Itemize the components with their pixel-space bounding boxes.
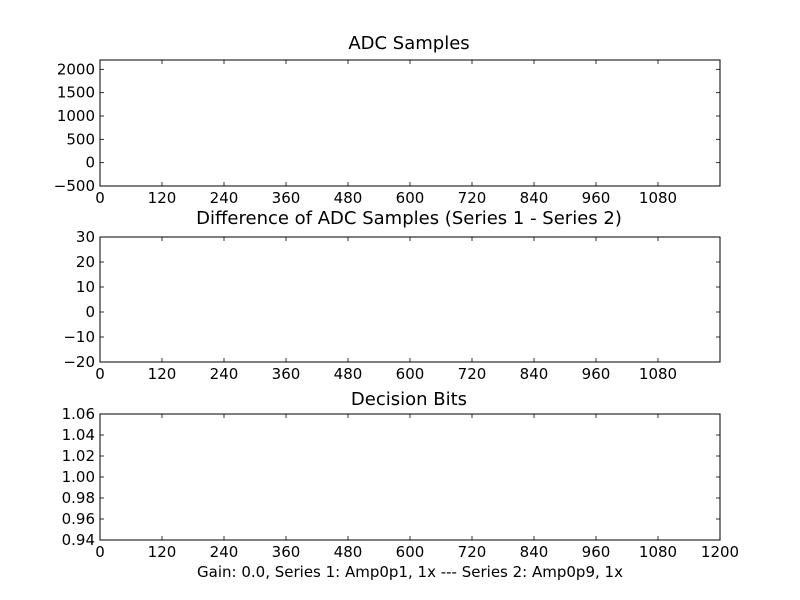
diff-y-tick-label: 10 [76, 278, 95, 296]
adc-samples-title: ADC Samples [348, 33, 469, 54]
adc-x-tick-label: 360 [272, 189, 301, 207]
adc-x-tick-label: 840 [520, 189, 549, 207]
bits-x-tick-label: 240 [210, 543, 239, 561]
bits-x-tick-label: 840 [520, 543, 549, 561]
adc-y-tick-label: 500 [66, 130, 95, 148]
adc-x-tick-label: 0 [95, 189, 105, 207]
bits-x-tick-label: 600 [396, 543, 425, 561]
bits-x-tick-label: 360 [272, 543, 301, 561]
diff-axes-frame [99, 236, 721, 363]
adc-x-tick-label: 240 [210, 189, 239, 207]
adc-x-tick-label: 1080 [639, 189, 677, 207]
bits-y-tick-label: 1.02 [62, 447, 95, 465]
diff-x-tick-label: 720 [458, 365, 487, 383]
bits-x-tick-label: 120 [148, 543, 177, 561]
diff-x-tick-label: 960 [582, 365, 611, 383]
adc-y-tick-label: −500 [54, 177, 95, 195]
figure-caption: Gain: 0.0, Series 1: Amp0p1, 1x --- Seri… [197, 563, 623, 581]
subplot-difference: 0 120 240 360 480 600 720 840 960 1080 −20 −10 0 10 20… [63, 228, 721, 383]
diff-x-tick-label: 1080 [639, 365, 677, 383]
diff-y-tick-label: −10 [63, 328, 95, 346]
adc-x-tick-label: 480 [334, 189, 363, 207]
adc-y-tick-label: 1000 [57, 107, 95, 125]
bits-y-tick-label: 0.96 [62, 510, 95, 528]
bits-y-tick-label: 1.00 [62, 468, 95, 486]
diff-y-tick-label: −20 [63, 353, 95, 371]
bits-x-tick-label: 1080 [639, 543, 677, 561]
bits-y-tick-label: 0.98 [62, 489, 95, 507]
diff-x-tick-label: 0 [95, 365, 105, 383]
adc-x-tick-label: 960 [582, 189, 611, 207]
adc-axes-frame [99, 59, 721, 187]
bits-y-tick-label: 1.04 [62, 426, 95, 444]
adc-y-tick-label: 1500 [57, 84, 95, 102]
diff-y-tick-label: 30 [76, 228, 95, 246]
diff-y-tick-label: 0 [85, 303, 95, 321]
bits-x-tick-label: 960 [582, 543, 611, 561]
bits-x-tick-label: 480 [334, 543, 363, 561]
diff-x-tick-label: 360 [272, 365, 301, 383]
bits-x-tick-label: 720 [458, 543, 487, 561]
adc-x-tick-label: 720 [458, 189, 487, 207]
difference-title: Difference of ADC Samples (Series 1 - Se… [196, 208, 622, 229]
diff-x-tick-label: 120 [148, 365, 177, 383]
diff-y-tick-label: 20 [76, 253, 95, 271]
bits-x-tick-label: 1200 [701, 543, 739, 561]
diff-x-tick-label: 840 [520, 365, 549, 383]
decision-bits-title: Decision Bits [351, 389, 467, 410]
diff-x-tick-label: 240 [210, 365, 239, 383]
subplot-adc-samples: 0 120 240 360 480 600 720 840 960 1080−5000500100… [54, 59, 721, 207]
bits-y-tick-label: 1.06 [62, 405, 95, 423]
adc-y-tick-label: 0 [85, 154, 95, 172]
diff-x-tick-label: 480 [334, 365, 363, 383]
diff-x-tick-label: 600 [396, 365, 425, 383]
bits-x-tick-label: 0 [95, 543, 105, 561]
subplot-decision-bits: 0 120 240 360 480 600 720 840 960 1080 1200 0.94 0.9… [62, 405, 740, 561]
bits-axes-frame [99, 413, 721, 541]
adc-x-tick-label: 120 [148, 189, 177, 207]
adc-y-tick-label: 2000 [57, 60, 95, 78]
bits-y-tick-label: 0.94 [62, 531, 95, 549]
adc-x-tick-label: 600 [396, 189, 425, 207]
